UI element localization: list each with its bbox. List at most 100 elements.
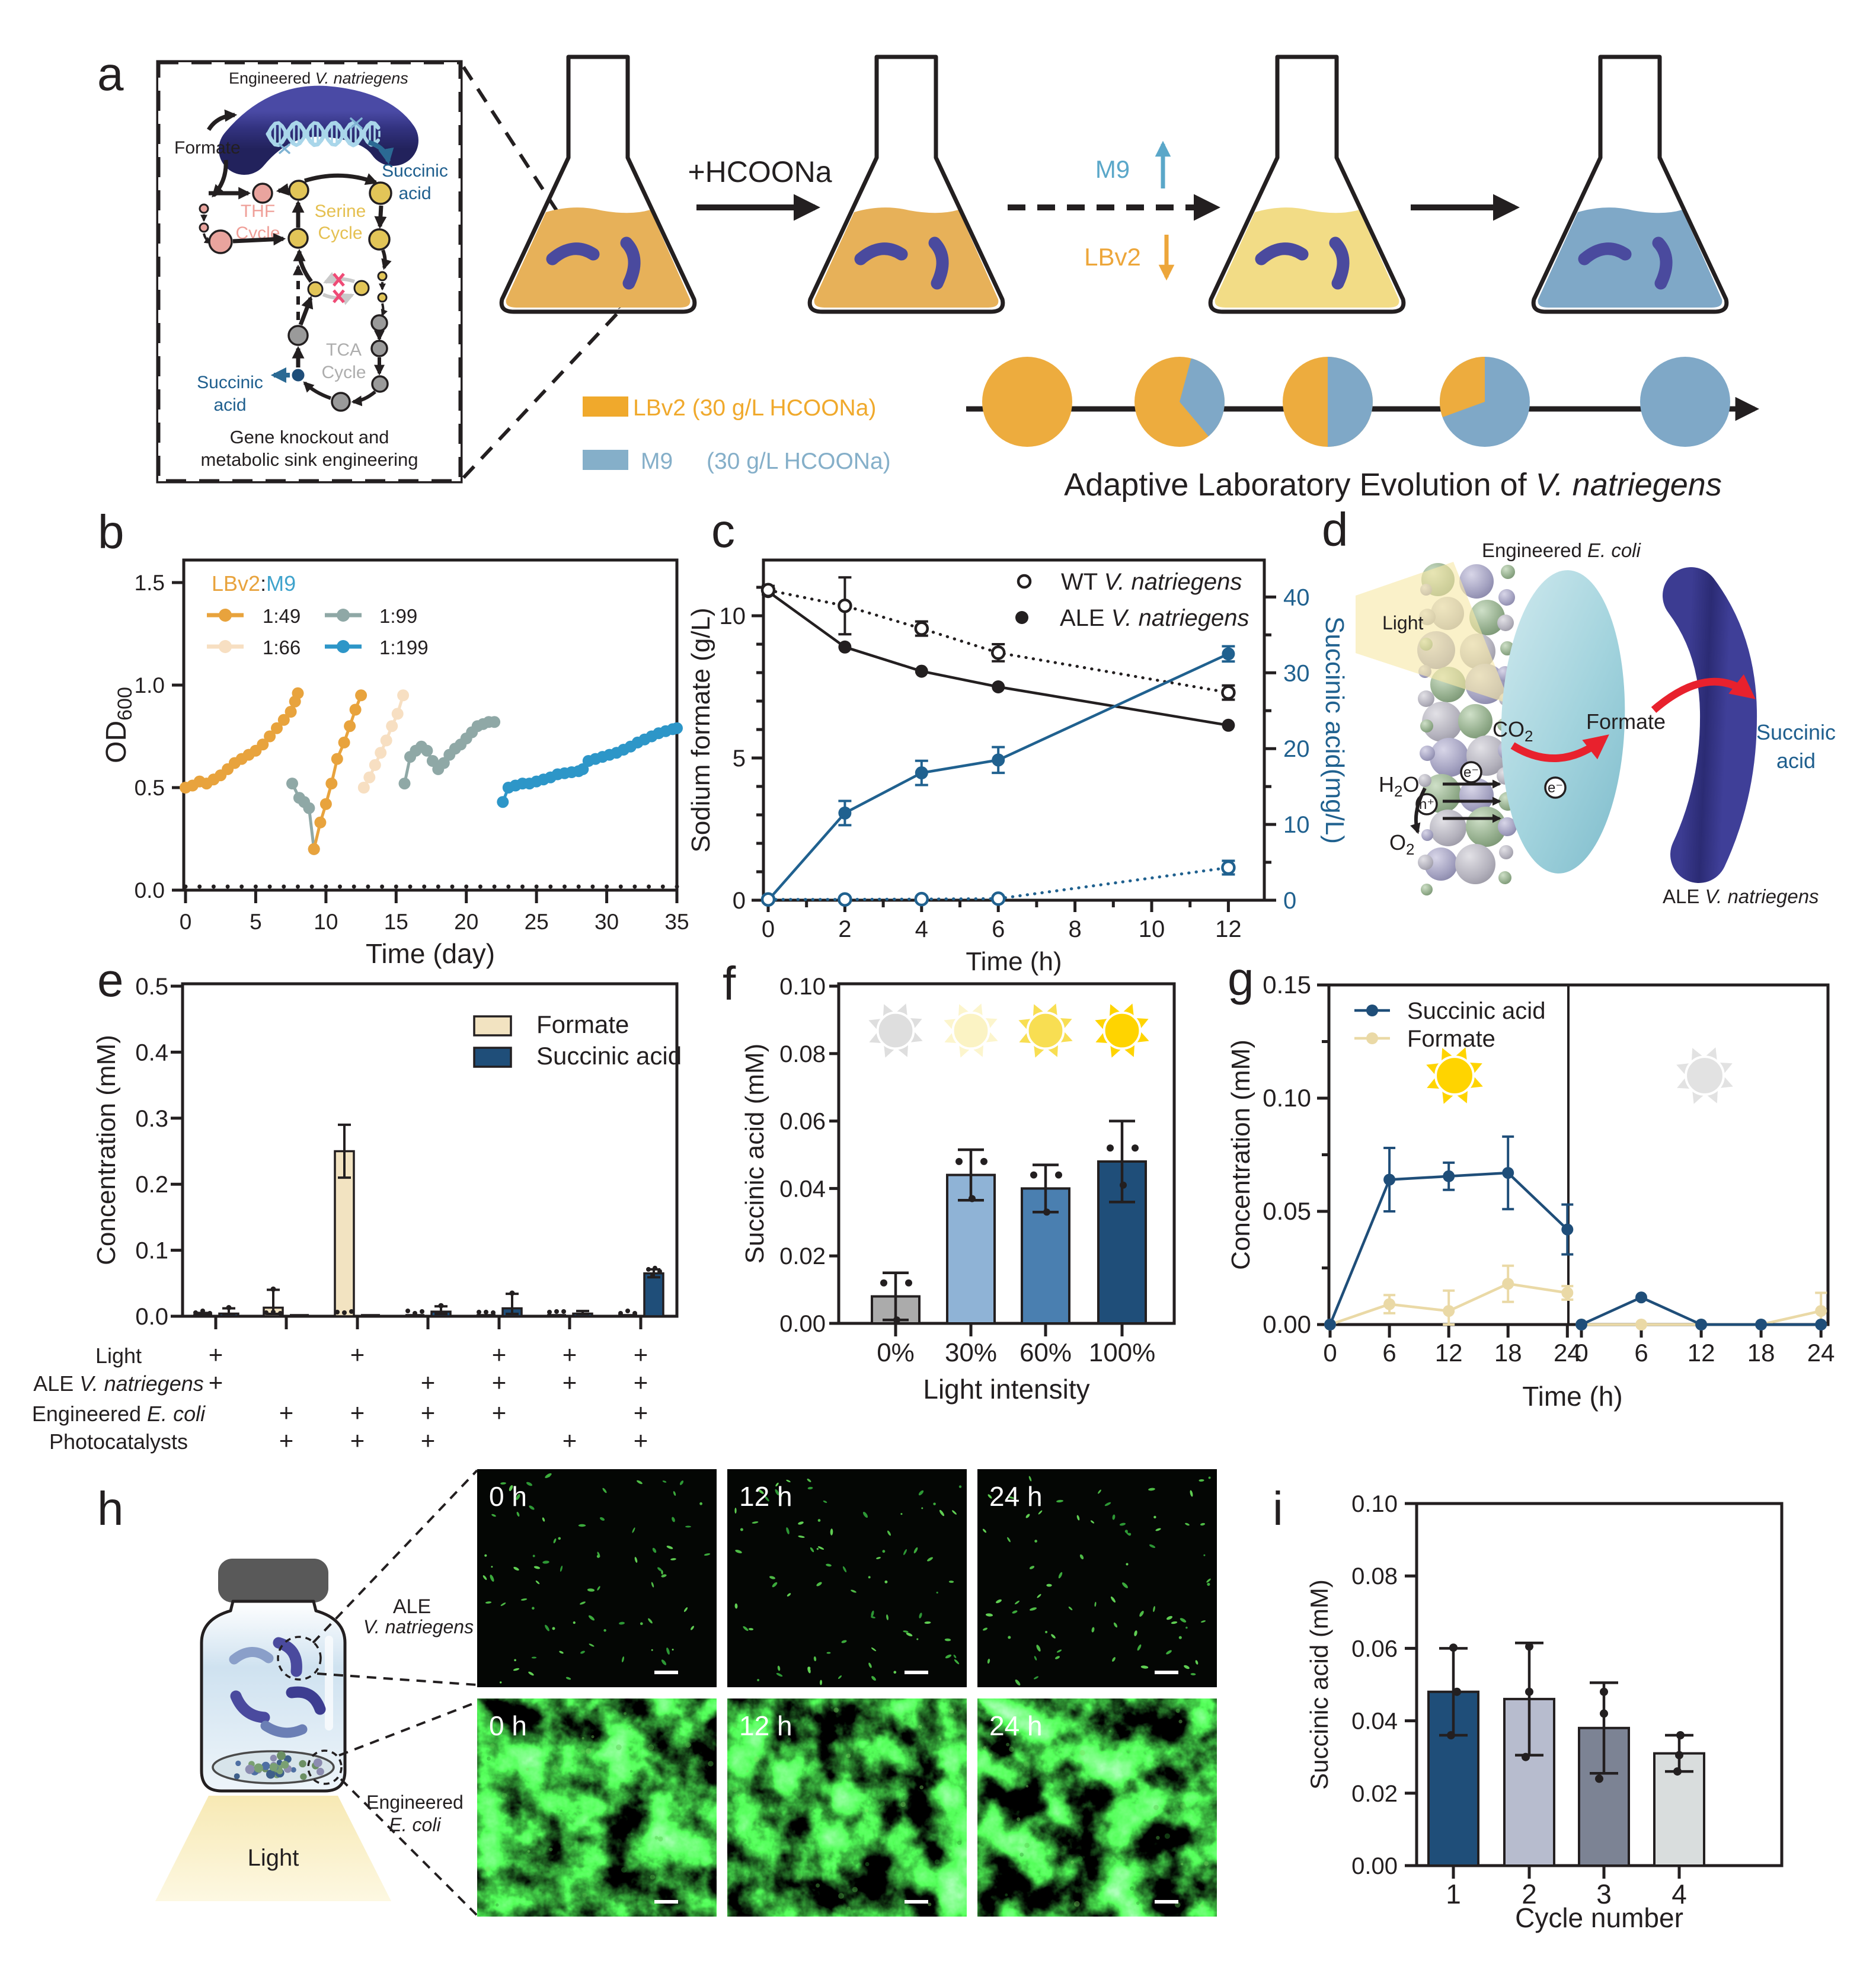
svg-text:0.02: 0.02 <box>1351 1781 1398 1807</box>
svg-text:0.3: 0.3 <box>135 1106 168 1132</box>
svg-text:+: + <box>492 1368 507 1396</box>
svg-text:acid: acid <box>398 184 431 203</box>
svg-text:Time (h): Time (h) <box>1522 1381 1623 1412</box>
svg-text:+: + <box>350 1426 365 1454</box>
svg-text:Succinic acid (mM): Succinic acid (mM) <box>1305 1579 1333 1790</box>
svg-text:0: 0 <box>180 910 192 934</box>
svg-text:0: 0 <box>1283 888 1296 914</box>
svg-text:Adaptive Laboratory Evolution: Adaptive Laboratory Evolution of V. natr… <box>1064 467 1722 503</box>
svg-text:+: + <box>563 1368 577 1396</box>
svg-text:Succinic: Succinic <box>382 161 448 181</box>
svg-text:0: 0 <box>762 916 775 942</box>
svg-text:Succinic acid (mM): Succinic acid (mM) <box>740 1044 769 1264</box>
svg-text:Formate: Formate <box>536 1010 629 1038</box>
svg-text:+: + <box>421 1368 436 1396</box>
svg-text:c: c <box>711 504 735 557</box>
svg-text:1:49: 1:49 <box>263 605 301 627</box>
svg-text:Light intensity: Light intensity <box>923 1374 1089 1405</box>
svg-text:100%: 100% <box>1089 1338 1156 1367</box>
svg-text:6: 6 <box>1634 1339 1648 1367</box>
svg-text:0.5: 0.5 <box>135 974 168 1000</box>
svg-text:20: 20 <box>454 910 478 934</box>
svg-text:+: + <box>279 1399 294 1426</box>
svg-text:Light: Light <box>1382 612 1424 634</box>
svg-text:+: + <box>421 1399 436 1426</box>
svg-text:30%: 30% <box>945 1338 997 1367</box>
svg-text:24: 24 <box>1807 1339 1835 1367</box>
svg-text:b: b <box>98 506 124 558</box>
svg-text:Formate: Formate <box>1586 709 1666 734</box>
svg-text:E. coli: E. coli <box>389 1814 441 1835</box>
svg-text:4: 4 <box>915 916 928 942</box>
svg-text:+: + <box>209 1368 223 1396</box>
svg-text:2: 2 <box>838 916 851 942</box>
svg-text:Serine: Serine <box>315 201 366 221</box>
svg-text:acid: acid <box>213 395 246 415</box>
svg-text:TCA: TCA <box>326 340 362 360</box>
svg-text:M9: M9 <box>641 449 673 474</box>
svg-text:1:66: 1:66 <box>263 636 301 658</box>
svg-text:0.1: 0.1 <box>135 1238 168 1264</box>
svg-text:5: 5 <box>250 910 262 934</box>
svg-text:WT V. natriegens: WT V. natriegens <box>1061 569 1242 595</box>
svg-text:18: 18 <box>1494 1339 1522 1367</box>
svg-text:0.00: 0.00 <box>1263 1310 1311 1338</box>
svg-text:0.00: 0.00 <box>779 1311 826 1337</box>
svg-text:35: 35 <box>664 910 689 934</box>
svg-text:f: f <box>723 957 736 1010</box>
svg-text:ALE V. natriegens: ALE V. natriegens <box>33 1371 204 1396</box>
svg-text:Succinic: Succinic <box>197 373 263 392</box>
svg-text:LBv2:M9: LBv2:M9 <box>212 571 296 596</box>
svg-text:0: 0 <box>733 888 746 914</box>
svg-text:+: + <box>421 1426 436 1454</box>
svg-text:Photocatalysts: Photocatalysts <box>49 1429 188 1454</box>
svg-text:0.08: 0.08 <box>1351 1563 1398 1589</box>
svg-text:0: 0 <box>1323 1339 1337 1367</box>
svg-text:+: + <box>279 1426 294 1454</box>
svg-text:+: + <box>563 1426 577 1454</box>
svg-text:0.00: 0.00 <box>1351 1853 1398 1879</box>
svg-text:Time (h): Time (h) <box>966 947 1062 976</box>
svg-text:Light: Light <box>248 1845 299 1871</box>
svg-text:6: 6 <box>1382 1339 1396 1367</box>
svg-text:0.04: 0.04 <box>1351 1709 1398 1735</box>
svg-text:e⁻: e⁻ <box>1463 765 1479 781</box>
svg-text:Cycle number: Cycle number <box>1515 1902 1683 1933</box>
svg-text:0.10: 0.10 <box>1263 1084 1311 1112</box>
svg-text:60%: 60% <box>1020 1338 1072 1367</box>
svg-text:18: 18 <box>1747 1339 1775 1367</box>
svg-text:8: 8 <box>1068 916 1081 942</box>
svg-text:Cycle: Cycle <box>318 223 362 243</box>
svg-text:1:99: 1:99 <box>379 605 417 627</box>
svg-text:Light: Light <box>95 1344 142 1368</box>
svg-text:Engineered V. natriegens: Engineered V. natriegens <box>229 69 408 87</box>
svg-text:Concentration (mM): Concentration (mM) <box>1226 1039 1255 1270</box>
svg-text:+: + <box>492 1341 507 1368</box>
svg-text:20: 20 <box>1283 736 1310 762</box>
svg-text:Cycle: Cycle <box>321 363 366 382</box>
svg-text:0.06: 0.06 <box>1351 1636 1398 1662</box>
svg-text:+HCOONa: +HCOONa <box>688 155 832 188</box>
svg-text:4: 4 <box>1672 1879 1687 1909</box>
svg-text:+: + <box>209 1341 223 1368</box>
svg-text:Formate: Formate <box>174 138 241 158</box>
svg-text:1.0: 1.0 <box>135 673 165 698</box>
svg-text:12: 12 <box>1688 1339 1715 1367</box>
svg-text:0.0: 0.0 <box>135 1304 168 1330</box>
svg-text:ALE V. natriegens: ALE V. natriegens <box>1663 885 1819 907</box>
svg-text:Engineered: Engineered <box>366 1792 464 1813</box>
svg-text:24 h: 24 h <box>989 1481 1043 1512</box>
svg-text:0.04: 0.04 <box>779 1176 826 1202</box>
svg-text:0.02: 0.02 <box>779 1243 826 1269</box>
svg-text:0.06: 0.06 <box>779 1109 826 1135</box>
svg-text:0.05: 0.05 <box>1263 1197 1311 1225</box>
svg-text:2: 2 <box>1522 1879 1537 1909</box>
svg-text:3: 3 <box>1596 1879 1612 1909</box>
svg-text:+: + <box>634 1341 648 1368</box>
svg-text:Succinic acid(mg/L): Succinic acid(mg/L) <box>1320 616 1349 844</box>
svg-text:h: h <box>97 1482 124 1535</box>
svg-text:0.10: 0.10 <box>779 974 826 1000</box>
svg-text:0 h: 0 h <box>489 1481 527 1512</box>
svg-text:e⁻: e⁻ <box>1548 780 1563 796</box>
svg-text:10: 10 <box>1139 916 1165 942</box>
